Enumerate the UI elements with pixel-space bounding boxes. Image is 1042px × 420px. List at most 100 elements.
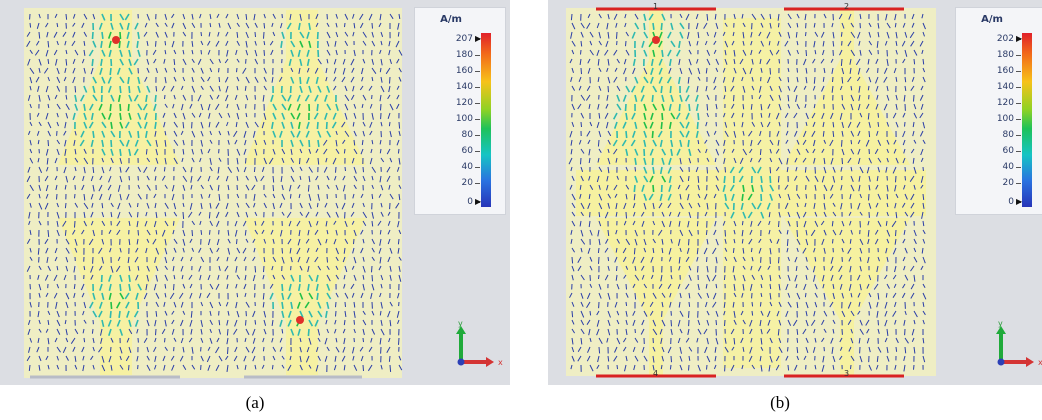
current-arrow <box>751 184 755 193</box>
current-arrow <box>577 103 582 110</box>
current-arrow <box>182 49 185 55</box>
current-arrow <box>859 166 864 174</box>
current-arrow <box>299 31 305 39</box>
current-arrow <box>715 310 719 317</box>
current-arrow <box>687 175 690 181</box>
current-arrow <box>290 301 294 310</box>
current-arrow <box>326 265 330 271</box>
current-arrow <box>110 337 114 343</box>
legend-tick: 120 <box>415 98 480 108</box>
current-arrow <box>832 310 835 316</box>
current-arrow <box>724 193 727 202</box>
current-arrow <box>580 274 585 281</box>
current-arrow <box>805 265 809 271</box>
current-arrow <box>218 193 221 201</box>
current-arrow <box>164 184 168 189</box>
current-arrow <box>226 121 229 127</box>
current-arrow <box>632 310 636 316</box>
current-arrow <box>208 31 211 37</box>
current-arrow <box>119 166 122 173</box>
current-arrow <box>805 256 808 262</box>
current-arrow <box>607 13 610 20</box>
current-arrow <box>55 184 58 191</box>
current-arrow <box>153 283 157 291</box>
current-arrow <box>245 319 247 326</box>
current-arrow <box>634 22 640 30</box>
current-arrow <box>216 337 220 343</box>
current-arrow <box>378 22 382 28</box>
current-arrow <box>756 166 762 174</box>
current-arrow <box>298 22 301 31</box>
current-arrow <box>796 346 799 354</box>
current-arrow <box>787 211 791 218</box>
current-arrow <box>859 112 863 118</box>
current-arrow <box>632 346 636 352</box>
current-arrow <box>371 22 373 29</box>
current-arrow <box>371 274 373 282</box>
current-arrow <box>634 238 638 246</box>
current-arrow <box>308 310 313 318</box>
current-arrow <box>82 310 85 316</box>
current-arrow <box>616 265 618 272</box>
current-arrow <box>362 238 365 244</box>
current-arrow <box>830 337 834 344</box>
current-arrow <box>913 184 916 190</box>
current-arrow <box>353 319 355 325</box>
current-arrow <box>305 130 310 138</box>
current-arrow <box>850 355 855 362</box>
current-arrow <box>190 166 193 173</box>
current-arrow <box>904 346 907 354</box>
current-arrow <box>81 22 85 29</box>
current-arrow <box>55 58 58 66</box>
current-arrow <box>598 67 602 73</box>
current-arrow <box>334 355 337 362</box>
current-arrow <box>805 337 809 344</box>
current-arrow <box>109 310 112 319</box>
current-arrow <box>299 292 304 300</box>
legend-tick: 40 <box>956 162 1021 172</box>
current-arrow <box>360 292 364 299</box>
current-arrow <box>182 229 186 237</box>
current-arrow <box>787 13 792 20</box>
current-arrow <box>922 337 925 344</box>
current-arrow <box>778 103 782 111</box>
current-arrow <box>98 103 103 111</box>
current-arrow <box>236 175 239 181</box>
taper-top-left <box>596 60 716 165</box>
current-arrow <box>751 166 757 174</box>
current-arrow <box>101 31 104 40</box>
current-arrow <box>715 256 718 264</box>
current-arrow <box>703 22 708 29</box>
current-arrow <box>688 292 691 299</box>
current-arrow <box>571 67 574 73</box>
current-arrow <box>751 13 757 20</box>
current-arrow <box>803 58 807 66</box>
current-arrow <box>769 22 772 29</box>
current-arrow <box>904 337 909 344</box>
current-arrow <box>207 40 211 46</box>
current-arrow <box>398 157 401 165</box>
current-arrow <box>571 247 576 253</box>
current-arrow <box>182 94 187 101</box>
current-arrow <box>225 175 229 182</box>
current-arrow <box>107 112 112 120</box>
current-arrow <box>571 265 575 272</box>
current-arrow <box>660 274 663 282</box>
current-arrow <box>652 346 656 352</box>
current-arrow <box>135 292 139 300</box>
current-arrow <box>741 238 744 244</box>
current-arrow <box>679 292 682 299</box>
current-arrow <box>670 40 676 48</box>
current-arrow <box>279 202 283 208</box>
current-arrow <box>207 274 211 281</box>
current-arrow <box>225 94 229 102</box>
current-arrow <box>760 22 764 28</box>
current-arrow <box>832 31 835 39</box>
current-arrow <box>173 112 177 119</box>
current-arrow <box>901 202 906 208</box>
current-arrow <box>119 364 124 370</box>
current-arrow <box>110 139 113 148</box>
current-arrow <box>272 130 277 138</box>
current-arrow <box>850 22 855 28</box>
current-arrow <box>625 292 629 298</box>
